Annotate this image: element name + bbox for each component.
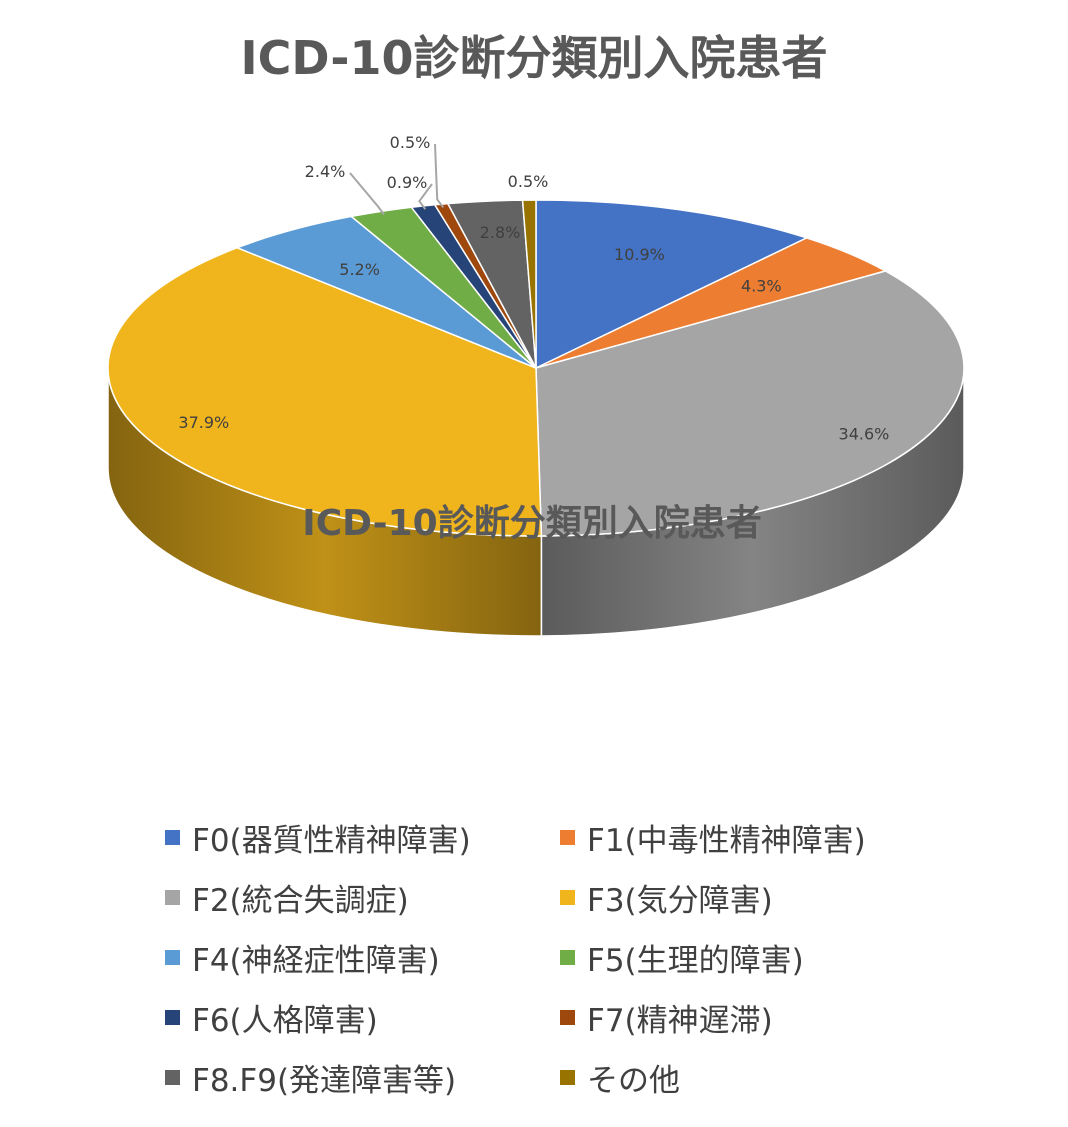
data-label-4: 37.9% [178,413,229,432]
pie-slice-10 [521,199,537,369]
legend-swatch [165,889,180,905]
data-label-6: 2.4% [305,162,346,181]
data-label-8: 0.5% [390,133,431,152]
legend-swatch [165,829,180,845]
legend-label: F5(生理的障害) [587,942,804,979]
pie-slice-3 [535,270,965,537]
legend-label: F3(気分障害) [587,882,773,919]
legend-swatch [560,889,575,905]
data-label-9: 2.8% [480,223,521,242]
legend-label: その他 [587,1062,680,1099]
legend-swatch [165,1069,180,1085]
pie-slice-5 [235,215,537,369]
chart-title: ICD-10診断分類別入院患者 [240,31,828,85]
leader-line-6 [349,172,385,216]
data-label-10: 0.5% [508,172,549,191]
center-label: ICD-10診断分類別入院患者 [302,503,761,544]
legend-swatch [560,1009,575,1025]
legend-label: F0(器質性精神障害) [192,822,471,859]
legend-item-9: F8.F9(発達障害等) [165,1058,560,1099]
legend-label: F4(神経症性障害) [192,942,440,979]
legend-item-6: F5(生理的障害) [560,938,925,979]
legend: F0(器質性精神障害) F1(中毒性精神障害) F2(統合失調症) F3(気分障害) F… [165,818,925,1099]
leader-line-8 [434,143,445,209]
pie-slice-1 [535,199,809,370]
legend-item-5: F4(神経症性障害) [165,938,560,979]
data-label-1: 10.9% [614,245,665,264]
legend-swatch [165,1009,180,1025]
legend-swatch [560,1069,575,1085]
legend-item-3: F2(統合失調症) [165,878,560,919]
leader-line-7 [418,183,433,210]
data-labels: 10.9% 4.3% 34.6% 37.9% 5.2% 2.4% 0.9% 0.5% 2.8% 0… [178,133,889,444]
legend-item-7: F6(人格障害) [165,998,560,1039]
legend-item-1: F0(器質性精神障害) [165,818,560,859]
pie-top [107,199,965,537]
legend-item-10: その他 [560,1058,925,1099]
pie-chart: 10.9% 4.3% 34.6% 37.9% 5.2% 2.4% 0.9% 0.5% 2.8% 0… [107,133,965,637]
data-label-5: 5.2% [339,260,380,279]
leader-lines [349,143,445,216]
legend-label: F8.F9(発達障害等) [192,1062,457,1099]
legend-label: F7(精神遅滞) [587,1002,773,1039]
legend-label: F6(人格障害) [192,1002,378,1039]
data-label-7: 0.9% [387,173,428,192]
data-label-3: 34.6% [839,425,890,444]
legend-label: F2(統合失調症) [192,882,409,919]
legend-swatch [165,949,180,965]
legend-swatch [560,949,575,965]
pie-slice-4 [107,246,543,537]
legend-swatch [560,829,575,845]
legend-item-8: F7(精神遅滞) [560,998,925,1039]
data-label-2: 4.3% [741,276,782,295]
legend-label: F1(中毒性精神障害) [587,822,866,859]
legend-item-4: F3(気分障害) [560,878,925,919]
legend-item-2: F1(中毒性精神障害) [560,818,925,859]
